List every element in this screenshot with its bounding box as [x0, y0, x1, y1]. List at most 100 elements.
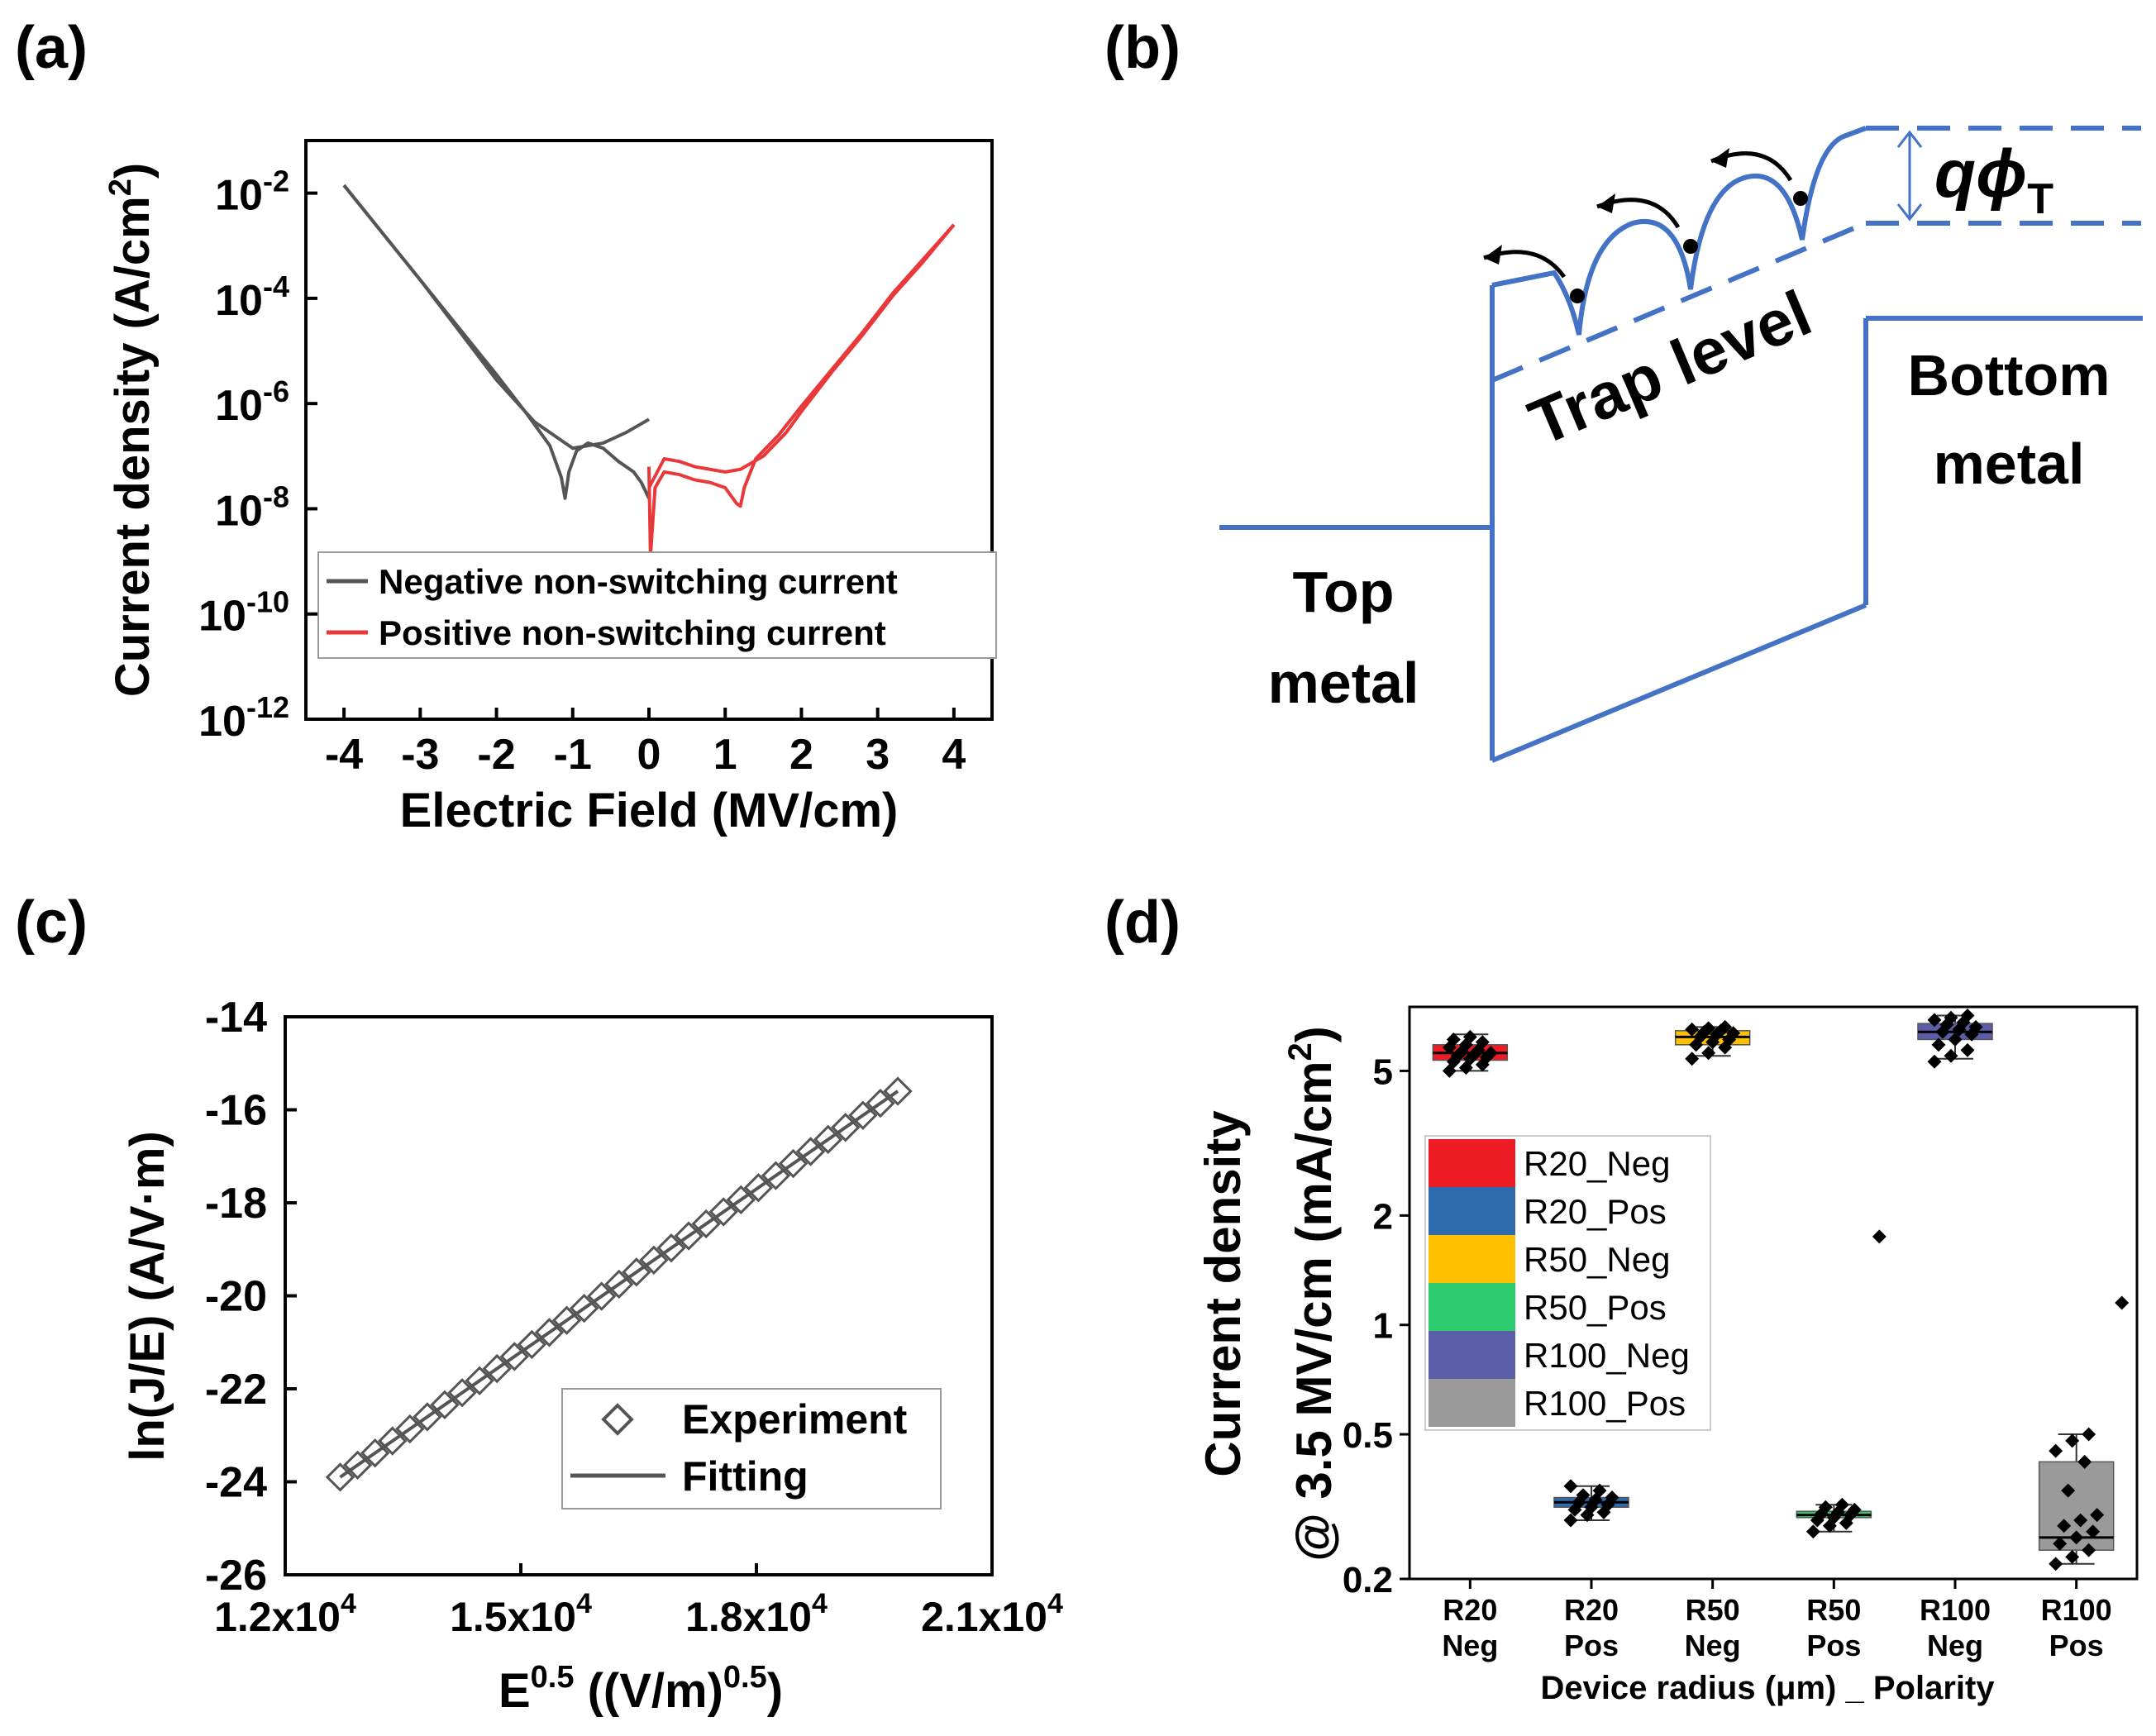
chart-d-point: [1718, 1019, 1733, 1034]
chart-d-x-tick-label: R100: [1920, 1593, 1991, 1627]
chart-d-legend-label: R100_Neg: [1524, 1336, 1690, 1375]
chart-a-x-tick-label: 3: [866, 731, 890, 779]
chart-c-experiment-point: [569, 1293, 599, 1323]
chart-d-legend-swatch: [1429, 1283, 1515, 1331]
chart-a: -4 -3 -2 -1 0 1 2 3 4 10-12 10-10 10-8 10-6 10-4 10-2…: [103, 139, 997, 837]
chart-a-series-line: [647, 223, 956, 489]
chart-d-point: [1462, 1029, 1477, 1044]
chart-a-y-tick-label: 10-10: [198, 585, 289, 641]
chart-d-legend-swatch: [1429, 1139, 1515, 1187]
chart-c-experiment-point: [743, 1173, 774, 1203]
chart-c-legend-experiment: Experiment: [682, 1396, 908, 1443]
chart-c-experiment-point: [325, 1462, 355, 1492]
chart-a-x-tick-label: 4: [942, 731, 966, 779]
chart-c-x-ticks: 1.2x104 1.5x104 1.8x104 2.1x104: [214, 1563, 1063, 1640]
chart-a-x-tick-label: -1: [554, 731, 592, 779]
chart-d-point: [1931, 1037, 1946, 1052]
chart-d-point: [1944, 1048, 1958, 1063]
chart-a-x-tick-label: 1: [713, 731, 737, 779]
chart-c-experiment-point: [499, 1342, 529, 1371]
chart-c-xlabel: E0.5 ((V/m)0.5): [498, 1660, 783, 1718]
chart-d-point: [1605, 1490, 1619, 1505]
chart-d-point: [1968, 1019, 1983, 1034]
chart-c-experiment-point: [778, 1148, 808, 1179]
chart-c-experiment-point: [866, 1088, 895, 1118]
chart-d-point: [2082, 1427, 2096, 1442]
chart-a-x-tick-label: -4: [325, 731, 363, 779]
chart-d-frame: [1408, 1005, 2139, 1581]
bottom-metal-label-1: Bottom: [1908, 343, 2111, 408]
chart-c-experiment-point: [691, 1209, 721, 1239]
chart-a-series-line: [342, 184, 650, 451]
chart-a-ylabel: Current density (A/cm2): [103, 163, 160, 697]
chart-a-y-tick-label: 10-2: [215, 165, 289, 220]
trap-level-label: Trap level: [1519, 276, 1821, 460]
chart-d-y-tick-label: 2: [1373, 1196, 1393, 1237]
hopping-electrons: [1483, 148, 1808, 303]
chart-c-experiment-point: [395, 1414, 425, 1444]
chart-a-legend-box: [317, 551, 997, 659]
chart-c-experiment-point: [360, 1438, 390, 1468]
chart-c-legend: Experiment Fitting: [561, 1388, 942, 1509]
chart-c-experiment-point: [604, 1269, 634, 1300]
chart-c-experiment-point: [656, 1233, 686, 1263]
chart-d-point: [1576, 1488, 1591, 1503]
chart-d-point: [1701, 1046, 1716, 1061]
chart-c-experiment-point: [430, 1390, 460, 1420]
electron-1: [1570, 289, 1585, 303]
chart-d-point: [1927, 1054, 1942, 1069]
panel-label-a: (a): [15, 15, 88, 81]
chart-d-point: [2086, 1524, 2101, 1539]
chart-c-ylabel: ln(J/E) (A/V·m): [121, 1131, 174, 1462]
chart-c-y-tick-label: -14: [205, 994, 267, 1042]
chart-d-legend-swatch: [1429, 1187, 1515, 1235]
chart-c-experiment-point: [831, 1113, 861, 1142]
chart-c-x-tick-label: 2.1x104: [921, 1588, 1063, 1640]
chart-a-series-line: [647, 223, 956, 558]
electron-3: [1793, 191, 1808, 206]
chart-c: 1.2x104 1.5x104 1.8x104 2.1x104 -26-24-22-2…: [121, 994, 1063, 1718]
chart-d-legend-swatch: [1429, 1379, 1515, 1427]
chart-c-experiment-point: [726, 1185, 756, 1214]
chart-d-legend-label: R20_Pos: [1524, 1192, 1667, 1231]
chart-c-experiment-point: [813, 1124, 843, 1155]
chart-d-point: [2090, 1508, 2105, 1523]
electron-2: [1683, 239, 1698, 254]
chart-d-point: [2065, 1433, 2080, 1448]
chart-d-x-tick-label: R20: [1564, 1593, 1619, 1627]
chart-c-experiment-point: [465, 1366, 494, 1395]
band-diagram: [1219, 126, 2143, 763]
chart-d-x-tick-label: Neg: [1442, 1629, 1498, 1662]
chart-c-fit-line: [339, 1090, 899, 1479]
oxide-bottom-edge: [1491, 603, 1867, 763]
chart-d-point: [2049, 1443, 2063, 1458]
chart-d-legend-swatch: [1429, 1331, 1515, 1379]
chart-d-x-tick-label: Pos: [1564, 1629, 1619, 1662]
chart-d-point: [2069, 1530, 2084, 1545]
chart-a-legend-positive: Positive non-switching current: [379, 613, 886, 652]
chart-a-y-ticks: 10-12 10-10 10-8 10-6 10-4 10-2: [198, 165, 317, 746]
chart-c-experiment-point: [761, 1161, 791, 1190]
chart-c-experiment-point: [883, 1076, 913, 1106]
chart-d-point: [1872, 1229, 1886, 1244]
chart-d-point: [1960, 1008, 1975, 1023]
chart-a-x-tick-label: 0: [637, 731, 661, 779]
chart-d-point: [2061, 1483, 2076, 1498]
chart-d-point: [2065, 1549, 2080, 1564]
top-metal-label-2: metal: [1268, 651, 1419, 715]
chart-d-legend-swatch: [1429, 1235, 1515, 1283]
chart-c-experiment-point: [482, 1353, 512, 1384]
chart-d-point: [1948, 1032, 1963, 1047]
chart-d-y-ticks: 0.2 0.5 1 2 5: [1343, 1052, 1410, 1600]
chart-c-legend-fitting: Fitting: [682, 1453, 808, 1500]
chart-a-y-tick-label: 10-6: [215, 374, 289, 430]
chart-c-series: [325, 1076, 913, 1492]
chart-c-y-tick-label: -20: [205, 1273, 267, 1321]
chart-d-x-tick-label: Neg: [1927, 1629, 1983, 1662]
chart-d-x-tick-label: R50: [1686, 1593, 1740, 1627]
chart-d-legend-label: R50_Neg: [1524, 1240, 1670, 1279]
panel-label-d: (d): [1104, 889, 1181, 956]
chart-d-point: [2057, 1519, 2072, 1533]
chart-a-y-tick-label: 10-8: [215, 479, 289, 535]
hop-arrowhead-1: [1484, 245, 1502, 265]
